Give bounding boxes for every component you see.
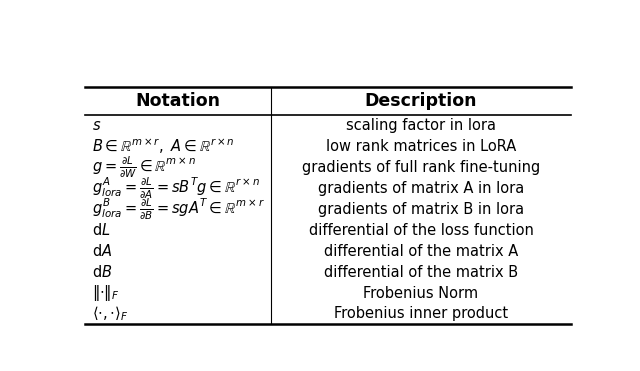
Text: differential of the matrix B: differential of the matrix B (324, 265, 518, 279)
Text: gradients of full rank fine-tuning: gradients of full rank fine-tuning (302, 160, 540, 175)
Text: $s$: $s$ (92, 118, 102, 132)
Text: $\langle{\cdot},{\cdot}\rangle_{F}$: $\langle{\cdot},{\cdot}\rangle_{F}$ (92, 305, 129, 324)
Text: $g^{B}_{lora} = \frac{\partial L}{\partial B} = sgA^{T} \in \mathbb{R}^{m\times : $g^{B}_{lora} = \frac{\partial L}{\parti… (92, 196, 265, 222)
Text: gradients of matrix A in lora: gradients of matrix A in lora (318, 181, 524, 196)
Text: Description: Description (365, 92, 477, 110)
Text: differential of the matrix A: differential of the matrix A (324, 243, 518, 259)
Text: differential of the loss function: differential of the loss function (308, 223, 533, 237)
Text: Frobenius inner product: Frobenius inner product (334, 306, 508, 322)
Text: $g = \frac{\partial L}{\partial W} \in \mathbb{R}^{m\times n}$: $g = \frac{\partial L}{\partial W} \in \… (92, 154, 196, 180)
Text: gradients of matrix B in lora: gradients of matrix B in lora (318, 201, 524, 217)
Text: $\mathrm{d}A$: $\mathrm{d}A$ (92, 243, 113, 259)
Text: Notation: Notation (136, 92, 220, 110)
Text: $\mathrm{d}L$: $\mathrm{d}L$ (92, 222, 111, 238)
Text: $\|{\cdot}\|_{F}$: $\|{\cdot}\|_{F}$ (92, 283, 120, 303)
Text: p        p: p p (301, 58, 355, 72)
Text: low rank matrices in LoRA: low rank matrices in LoRA (326, 139, 516, 154)
Text: Frobenius Norm: Frobenius Norm (364, 286, 479, 301)
Text: scaling factor in lora: scaling factor in lora (346, 118, 496, 132)
Text: $g^{A}_{lora} = \frac{\partial L}{\partial A} = sB^{T}g \in \mathbb{R}^{r\times : $g^{A}_{lora} = \frac{\partial L}{\parti… (92, 175, 260, 201)
Text: $\mathrm{d}B$: $\mathrm{d}B$ (92, 264, 113, 280)
Text: $B \in \mathbb{R}^{m\times r},\ A \in \mathbb{R}^{r\times n}$: $B \in \mathbb{R}^{m\times r},\ A \in \m… (92, 137, 235, 156)
